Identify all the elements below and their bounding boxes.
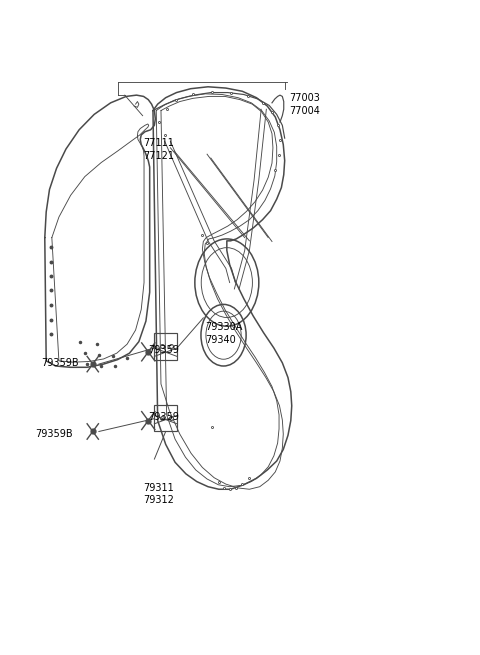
Bar	[155, 405, 177, 432]
Text: 79311
79312: 79311 79312	[144, 483, 174, 505]
Text: 79359: 79359	[148, 412, 179, 422]
Text: 77003
77004: 77003 77004	[289, 93, 320, 115]
Bar	[155, 333, 177, 360]
Text: 79359: 79359	[148, 345, 179, 356]
Text: 79359B: 79359B	[41, 358, 79, 368]
Text: 79330A
79340: 79330A 79340	[204, 322, 242, 345]
Text: 79359B: 79359B	[36, 429, 73, 439]
Text: 77111
77121: 77111 77121	[144, 138, 175, 160]
